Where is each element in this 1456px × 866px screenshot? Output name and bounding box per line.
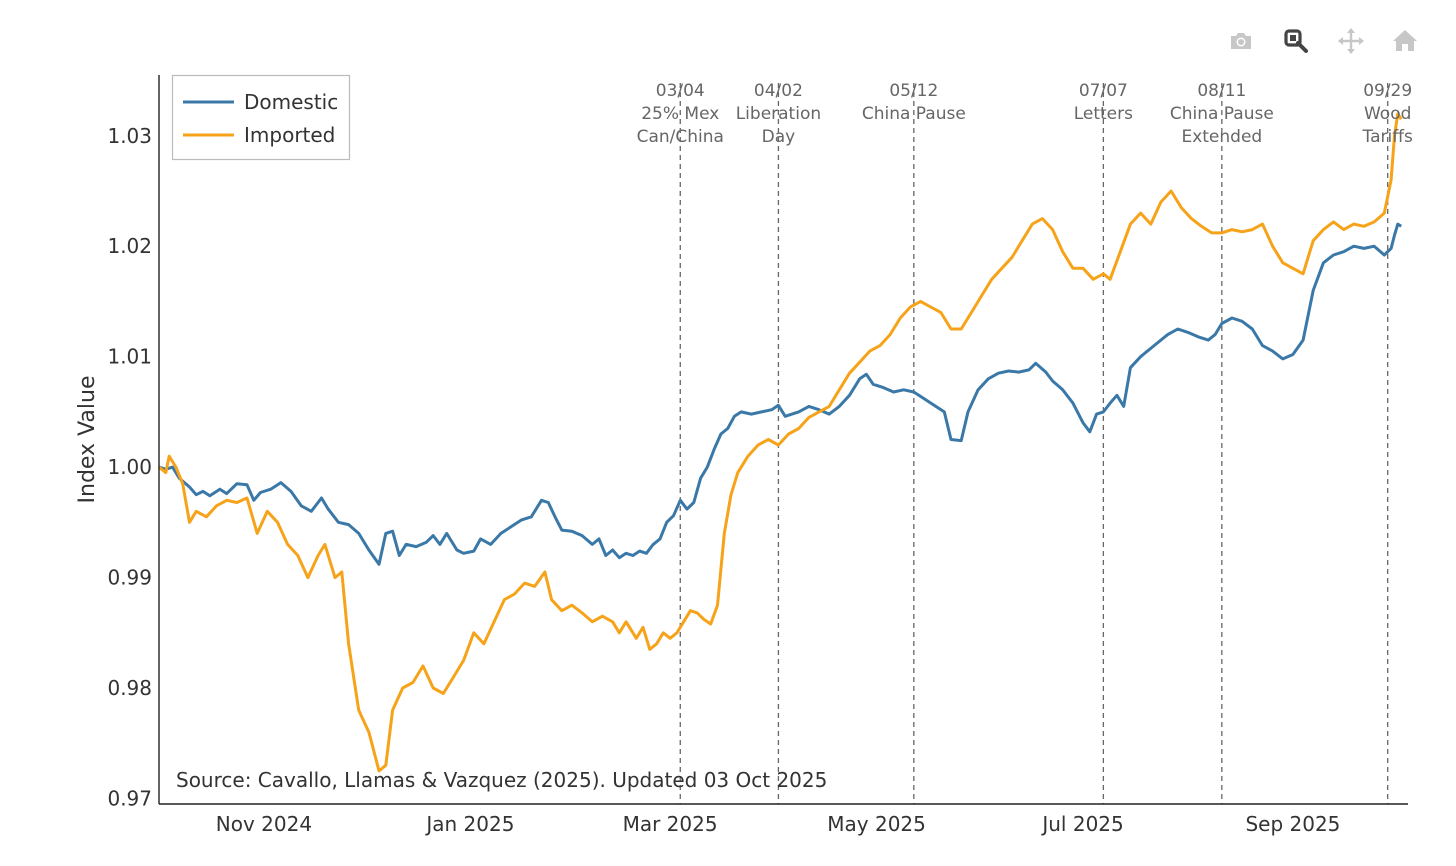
legend-box [171,74,351,161]
event-description-label: Can/China [637,127,724,147]
y-tick-label: 1.02 [107,234,152,258]
zoom-icon[interactable] [1279,24,1313,58]
y-tick-label: 0.97 [107,786,152,810]
x-tick-label: Mar 2025 [623,812,718,836]
event-description-label: 25% Mex [641,104,719,124]
y-tick-label: 0.99 [107,566,152,590]
event-date-label: 04/02 [754,81,803,101]
event-description-label: Letters [1074,104,1133,124]
modebar-toolbar [1216,24,1456,58]
series-line-imported [158,112,1403,773]
legend-label-domestic: Domestic [244,90,338,114]
x-tick-label: Jul 2025 [1040,812,1123,836]
y-axis-title: Index Value [75,376,100,504]
event-date-label: 07/07 [1079,81,1128,101]
event-date-label: 03/04 [656,81,705,101]
event-description-label: China Pause [1170,104,1274,124]
event-date-label: 05/12 [889,81,938,101]
source-annotation: Source: Cavallo, Llamas & Vazquez (2025)… [176,768,827,792]
event-description-label: Extended [1181,127,1262,147]
y-tick-label: 1.01 [107,345,152,369]
event-date-label: 08/11 [1197,81,1246,101]
home-icon[interactable] [1388,24,1422,58]
y-tick-label: 1.00 [107,455,152,479]
x-tick-label: Nov 2024 [216,812,312,836]
event-description-label: Wood [1364,104,1411,124]
event-description-label: Liberation [736,104,821,124]
x-tick-label: May 2025 [827,812,926,836]
pan-icon[interactable] [1334,24,1368,58]
camera-icon[interactable] [1224,24,1258,58]
x-tick-label: Sep 2025 [1245,812,1340,836]
y-tick-label: 0.98 [107,676,152,700]
event-description-label: Tariffs [1362,127,1413,147]
event-description-label: Day [762,127,796,147]
series-line-domestic [158,222,1403,566]
event-date-label: 09/29 [1363,81,1412,101]
event-description-label: China Pause [862,104,966,124]
y-tick-label: 1.03 [107,124,152,148]
x-tick-label: Jan 2025 [424,812,514,836]
legend-label-imported: Imported [244,123,335,147]
legend: Domestic Imported [171,74,351,161]
